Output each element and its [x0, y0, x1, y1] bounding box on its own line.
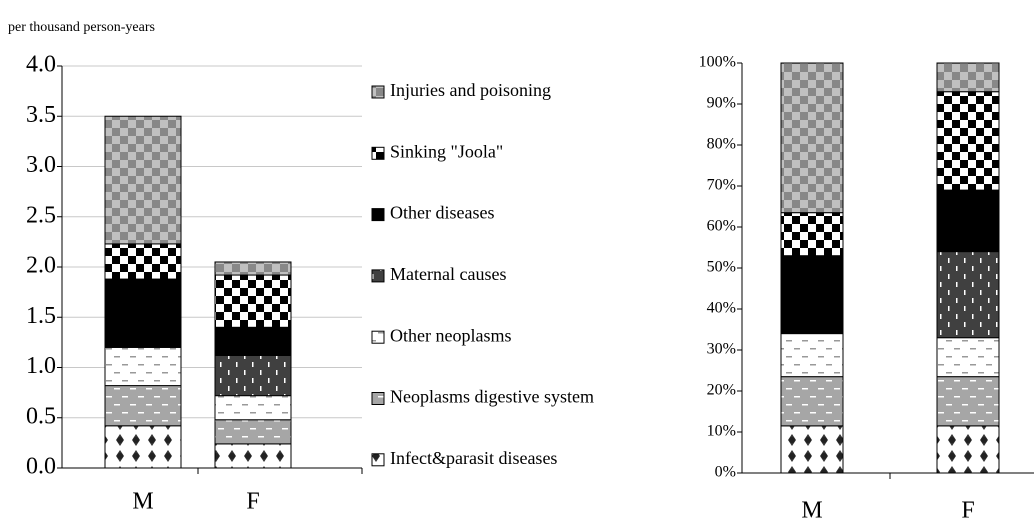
bar-segment [104, 278, 182, 348]
bar-segment [780, 425, 844, 474]
y-tick-label: 50% [707, 259, 736, 276]
legend-label: Other neoplasms [390, 325, 511, 345]
bar-segment [104, 346, 182, 387]
legend-swatch [371, 208, 385, 222]
legend-swatch [371, 146, 385, 160]
y-tick-label: 70% [707, 177, 736, 194]
bar-segment [214, 354, 292, 397]
bar-segment [936, 425, 1000, 474]
y-tick-label: 80% [707, 136, 736, 153]
legend-swatch [371, 85, 385, 99]
unit-label: per thousand person-years [8, 20, 155, 35]
x-tick-label: F [961, 498, 974, 524]
y-tick-label: 90% [707, 95, 736, 112]
bar-segment [780, 212, 844, 257]
legend-label: Sinking "Joola" [390, 141, 503, 161]
legend-label: Neoplasms digestive system [390, 387, 594, 407]
bar-segment [780, 62, 844, 214]
y-tick-label: 1.5 [26, 303, 56, 329]
y-tick-label: 2.5 [26, 202, 56, 228]
bar-segment [936, 62, 1000, 93]
x-tick-label: M [801, 498, 822, 524]
y-tick-label: 100% [699, 54, 736, 71]
y-tick-label: 30% [707, 341, 736, 358]
y-tick-label: 60% [707, 218, 736, 235]
legend-label: Infect&parasit diseases [390, 448, 557, 468]
legend-swatch [371, 392, 385, 405]
y-tick-label: 0% [715, 464, 736, 481]
bar-segment [936, 189, 1000, 253]
legend-swatch [371, 453, 385, 467]
legend-label: Other diseases [390, 203, 494, 223]
bar-segment [214, 443, 292, 469]
legend-label: Injuries and poisoning [390, 80, 551, 100]
bar-segment [104, 385, 182, 427]
x-tick-label: M [132, 489, 153, 515]
bar-segment [780, 255, 844, 335]
y-tick-label: 0.5 [26, 403, 56, 429]
bar-segment [936, 91, 1000, 191]
y-tick-label: 40% [707, 300, 736, 317]
bar-segment [214, 419, 292, 445]
x-tick-label: F [246, 489, 259, 515]
bar-segment [214, 395, 292, 421]
bar-segment [936, 337, 1000, 378]
y-tick-label: 1.0 [26, 353, 56, 379]
bar-segment [936, 376, 1000, 427]
legend-swatch [371, 269, 385, 283]
bar-segment [780, 333, 844, 378]
y-tick-label: 3.5 [26, 102, 56, 128]
bar-segment [104, 243, 182, 280]
legend-label: Maternal causes [390, 264, 506, 284]
bar-segment [104, 115, 182, 245]
y-tick-label: 3.0 [26, 152, 56, 178]
bar-segment [104, 425, 182, 469]
y-tick-label: 20% [707, 382, 736, 399]
y-tick-label: 2.0 [26, 253, 56, 279]
bar-segment [780, 376, 844, 427]
bar-segment [214, 274, 292, 328]
y-tick-label: 10% [707, 423, 736, 440]
bar-segment [214, 326, 292, 356]
bar-segment [936, 251, 1000, 339]
y-tick-label: 4.0 [26, 52, 56, 78]
bar-segment [214, 261, 292, 276]
y-tick-label: 0.0 [26, 454, 56, 480]
legend-swatch [371, 330, 385, 344]
